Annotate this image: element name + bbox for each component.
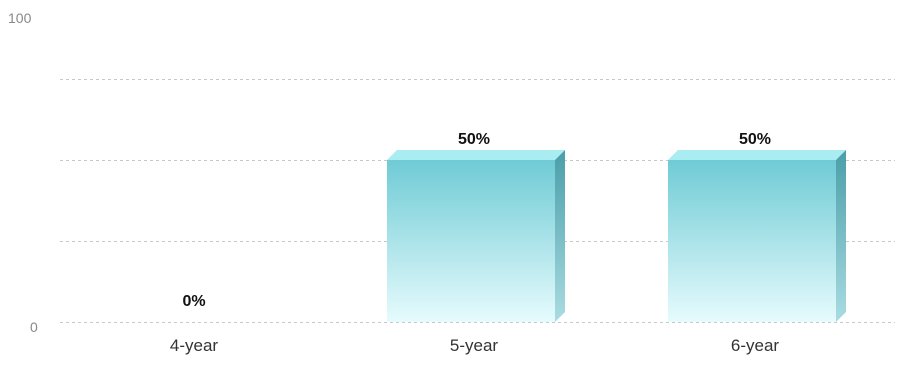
- bar: [387, 150, 565, 322]
- y-axis: 100 0: [8, 10, 38, 335]
- bar-side: [555, 150, 565, 322]
- y-tick-label-max: 100: [8, 10, 32, 26]
- x-axis-labels: 4-year 5-year 6-year: [170, 336, 780, 355]
- bar-front: [668, 160, 836, 322]
- data-label: 0%: [182, 293, 205, 310]
- bars: [387, 150, 846, 322]
- data-label: 50%: [458, 131, 490, 148]
- bar: [668, 150, 846, 322]
- x-tick-label: 6-year: [731, 336, 780, 355]
- bar-side: [836, 150, 846, 322]
- bar-top: [387, 150, 565, 160]
- data-label: 50%: [739, 131, 771, 148]
- x-tick-label: 5-year: [450, 336, 499, 355]
- data-labels: 0% 50% 50%: [182, 131, 771, 310]
- x-tick-label: 4-year: [170, 336, 219, 355]
- y-tick-label-min: 0: [30, 319, 38, 335]
- bar-front: [387, 160, 555, 322]
- bar-top: [668, 150, 846, 160]
- grid-lines: [60, 79, 895, 323]
